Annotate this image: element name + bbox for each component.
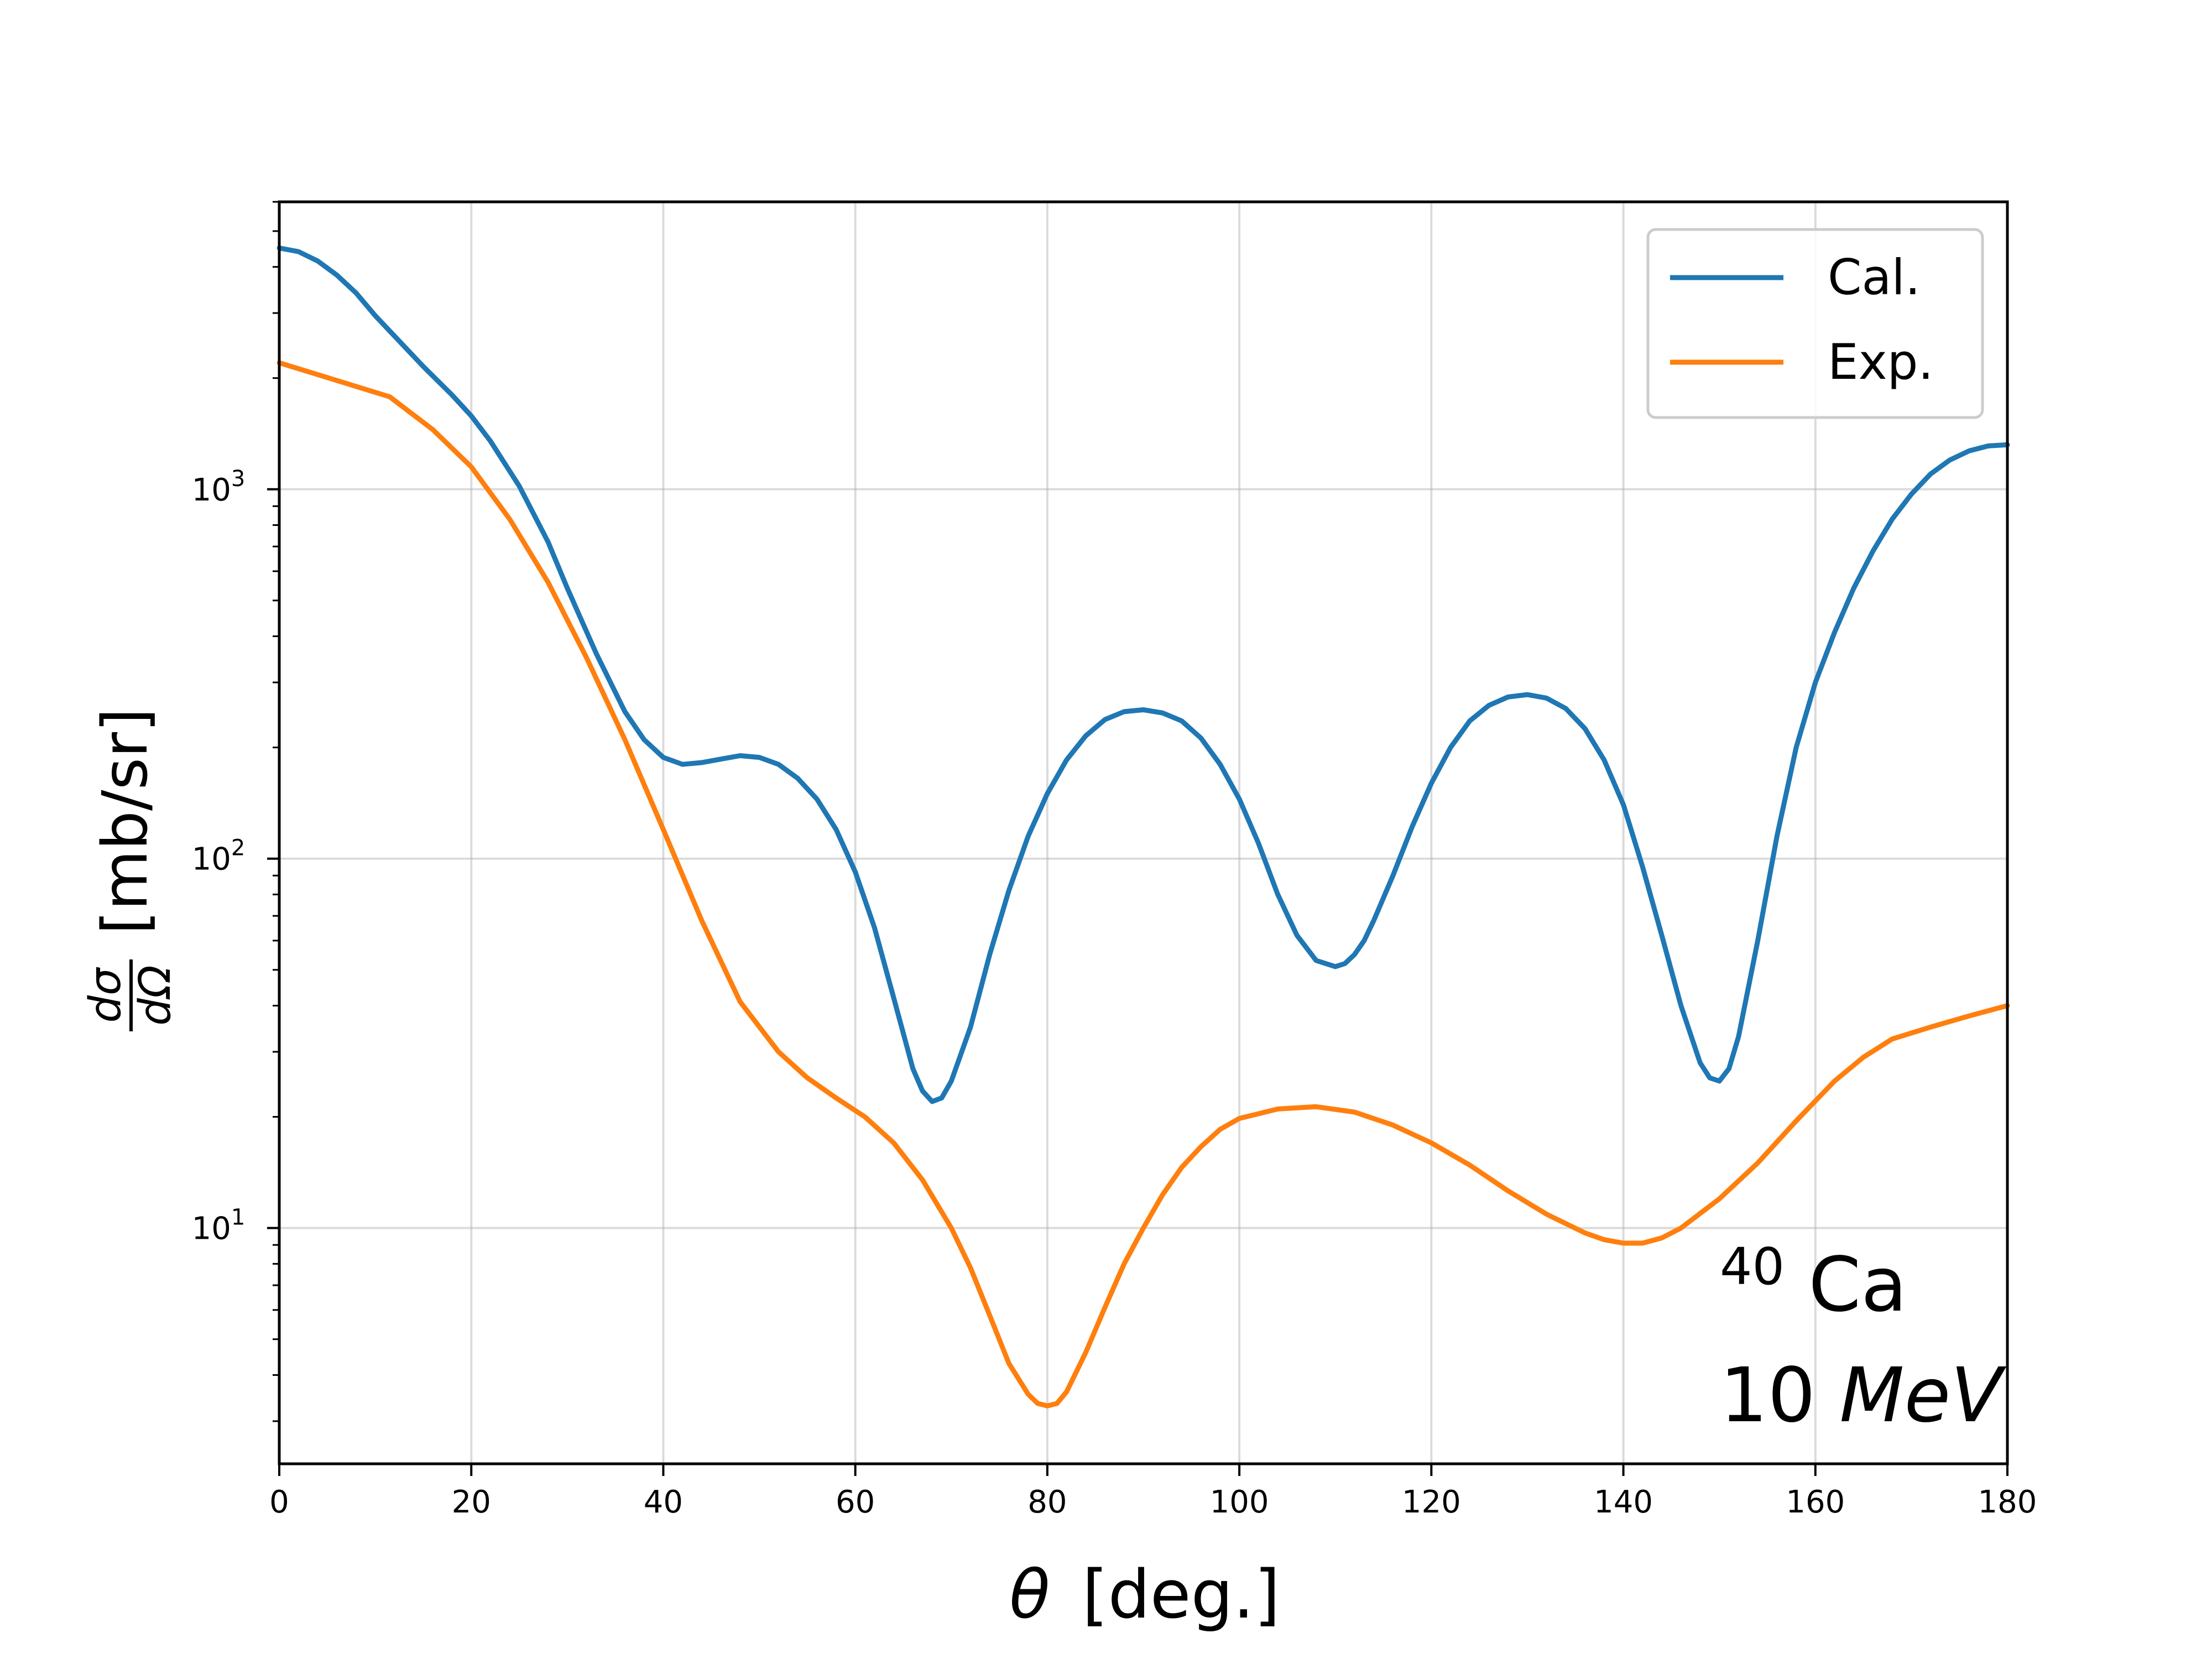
series-line-cal <box>276 246 2010 1104</box>
x-tick-label: 60 <box>836 1484 875 1520</box>
y-axis-unit: [mb/sr] <box>90 708 161 935</box>
y-axis-title: dσ dΩ [mb/sr] <box>81 708 180 1031</box>
x-tick-labels: 0 20 40 60 80 100 120 140 160 180 <box>269 1484 2037 1520</box>
y-tick-label: 101 <box>192 1205 246 1247</box>
x-tick-label: 180 <box>1978 1484 2037 1520</box>
energy-unit: MeV <box>1839 1352 2006 1439</box>
y-tick-label: 102 <box>192 836 246 878</box>
x-tick-label: 100 <box>1210 1484 1269 1520</box>
mass-number-superscript: 40 <box>1720 1237 1785 1296</box>
x-tick-label: 120 <box>1402 1484 1461 1520</box>
nucleus-annotation: 40 Ca <box>1720 1215 1907 1329</box>
y-tick-label: 103 <box>192 466 246 508</box>
x-axis-symbol: θ <box>1009 1557 1050 1634</box>
y-axis-fraction-denominator: dΩ <box>131 965 180 1025</box>
tick-marks <box>267 488 2008 1476</box>
plot-area-frame <box>278 200 2009 1465</box>
legend: Cal. Exp. <box>1646 228 1984 419</box>
x-tick-label: 20 <box>452 1484 491 1520</box>
x-tick-label: 160 <box>1786 1484 1845 1520</box>
x-tick-label: 140 <box>1594 1484 1653 1520</box>
legend-label-exp: Exp. <box>1828 333 1934 390</box>
legend-label-cal: Cal. <box>1828 249 1921 306</box>
element-symbol: Ca <box>1808 1241 1907 1329</box>
energy-value: 10 <box>1720 1352 1815 1439</box>
x-tick-label: 40 <box>644 1484 683 1520</box>
y-axis-fraction-numerator: dσ <box>81 967 131 1023</box>
series-line-exp <box>276 360 2010 1408</box>
energy-annotation: 10 MeV <box>1720 1352 2006 1439</box>
y-tick-labels: 101 102 103 <box>192 466 246 1247</box>
x-axis-unit: [deg.] <box>1082 1557 1280 1634</box>
x-tick-label: 80 <box>1027 1484 1067 1520</box>
x-tick-label: 0 <box>269 1484 289 1520</box>
x-axis-title: θ [deg.] <box>1009 1557 1280 1634</box>
series-lines <box>276 246 2010 1408</box>
